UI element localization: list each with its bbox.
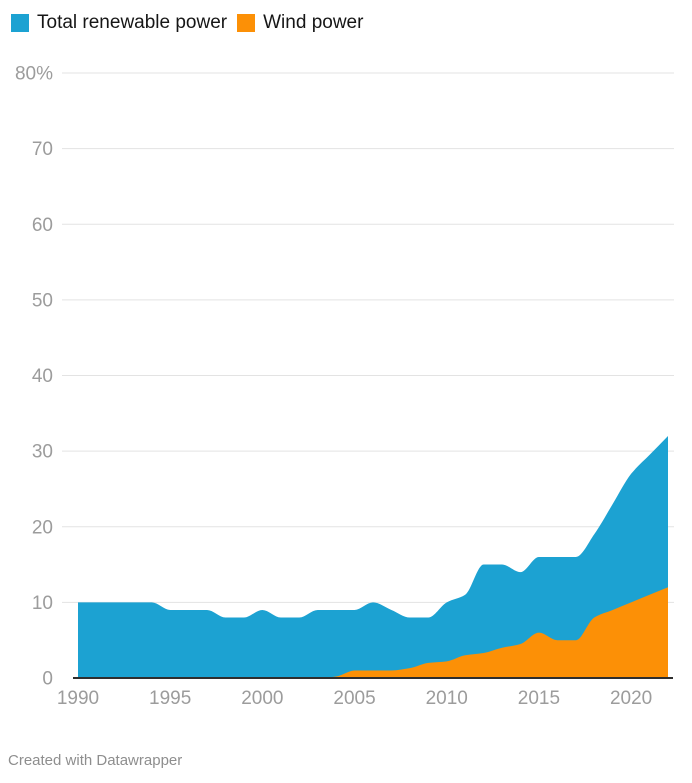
y-tick-label-50: 50 [32,290,53,311]
y-tick-label-10: 10 [32,593,53,614]
x-tick-label-2000: 2000 [241,688,283,709]
y-tick-label-0: 0 [42,669,53,690]
legend-swatch-total-renewable-icon [11,13,29,32]
datawrapper-attribution-link[interactable]: Created with Datawrapper [8,752,183,769]
x-tick-label-2005: 2005 [333,688,375,709]
legend-item-total-renewable-power: Total renewable power [11,13,227,32]
x-tick-label-2010: 2010 [426,688,468,709]
legend-label-total-renewable-power: Total renewable power [37,12,228,33]
x-tick-label-2020: 2020 [610,688,652,709]
area-wind-power [78,587,668,678]
legend-item-wind-power: Wind power [237,13,363,32]
y-tick-label-60: 60 [32,215,53,236]
x-tick-label-2015: 2015 [518,688,560,709]
legend-label-wind-power: Wind power [263,12,364,33]
legend-swatch-wind-icon [237,13,256,32]
y-tick-label-40: 40 [32,366,53,387]
y-tick-label-70: 70 [32,139,53,160]
chart-legend: Total renewable power Wind power [11,13,373,32]
y-tick-label-80: 80% [15,64,53,85]
area-total-renewable-power [78,436,668,678]
x-tick-label-1995: 1995 [149,688,191,709]
y-tick-label-30: 30 [32,442,53,463]
y-tick-label-20: 20 [32,517,53,538]
x-tick-label-1990: 1990 [57,688,99,709]
